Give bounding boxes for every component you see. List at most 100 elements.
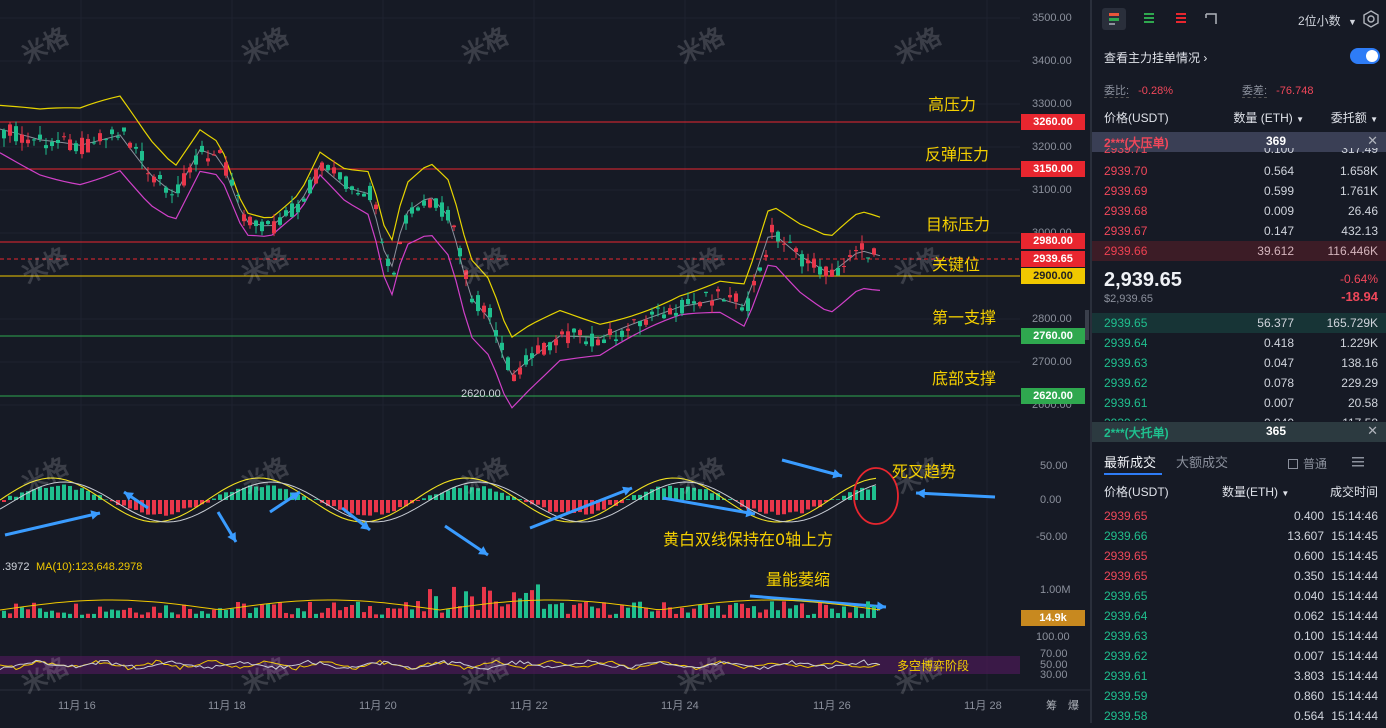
candle-body <box>482 306 486 313</box>
volume-bar <box>452 587 456 618</box>
candle-body <box>158 175 162 179</box>
macd-bar <box>800 500 804 513</box>
ask-row-partial[interactable]: 2939.71 0.100 317.49 <box>1104 148 1378 158</box>
candle-body <box>518 368 522 375</box>
macd-bar <box>152 500 156 514</box>
settings-button[interactable] <box>1362 10 1380 28</box>
candle-body <box>26 140 30 144</box>
macd-bar <box>872 486 876 500</box>
header-qty[interactable]: 数量 (ETH) ▼ <box>1214 108 1304 130</box>
macd-bar <box>284 489 288 500</box>
macd-bar <box>374 500 378 512</box>
header-total[interactable]: 委托额 ▼ <box>1331 108 1378 130</box>
close-icon[interactable]: ✕ <box>1367 423 1378 439</box>
date-label: 11月 18 <box>208 697 246 713</box>
volume-bar <box>650 611 654 618</box>
trade-qty: 0.007 <box>1254 646 1324 666</box>
normal-filter[interactable]: 普通 <box>1288 455 1327 472</box>
candle-body <box>680 300 684 313</box>
volume-bar <box>128 608 132 618</box>
decimals-select[interactable]: 2位小数 ▼ <box>1298 12 1357 29</box>
candle-body <box>578 330 582 335</box>
macd-bar <box>416 500 420 501</box>
candlestick-chart[interactable] <box>0 0 1090 723</box>
tab-large-trades[interactable]: 大额成交 <box>1176 452 1228 471</box>
chart-area[interactable]: 米格米格米格米格米格米格米格米格米格米格米格米格米格米格米格米格米格米格米格米格… <box>0 0 1090 723</box>
macd-bar <box>338 500 342 510</box>
candle-body <box>296 204 300 212</box>
volume-bar <box>398 608 402 618</box>
candle-body <box>554 339 558 345</box>
candle-body <box>620 331 624 337</box>
volume-bar <box>38 608 42 618</box>
macd-bar <box>2 500 6 502</box>
macd-bar <box>806 500 810 509</box>
chips-button[interactable]: 筹 <box>1046 697 1057 713</box>
candle-body <box>332 167 336 173</box>
volume-bar <box>602 602 606 618</box>
volume-bar <box>764 610 768 618</box>
checkbox-icon[interactable] <box>1288 459 1298 469</box>
candle-body <box>398 242 402 244</box>
trade-time: 15:14:45 <box>1331 546 1378 566</box>
trade-price: 2939.65 <box>1104 566 1147 586</box>
layout-both-button[interactable] <box>1102 8 1126 30</box>
price-tag: 2620.00 <box>1021 388 1085 404</box>
volume-bar <box>860 614 864 618</box>
candle-body <box>56 140 60 143</box>
macd-note-above-zero: 黄白双线保持在0轴上方 <box>663 526 833 550</box>
macd-bar <box>392 500 396 511</box>
main-orders-toggle[interactable] <box>1350 48 1380 64</box>
expand-button[interactable] <box>1200 8 1222 30</box>
trade-header-qty[interactable]: 数量(ETH) ▼ <box>1222 482 1289 504</box>
bid-price: 2939.65 <box>1104 313 1147 333</box>
volume-ma-label: MA(10):123,648.2978 <box>36 561 142 573</box>
tab-latest-trades[interactable]: 最新成交 <box>1104 452 1156 471</box>
close-icon[interactable]: ✕ <box>1367 133 1378 149</box>
macd-bar <box>692 488 696 500</box>
trade-header-price: 价格(USDT) <box>1104 482 1169 502</box>
volume-bar <box>266 604 270 618</box>
trade-time: 15:14:44 <box>1331 606 1378 626</box>
macd-bar <box>566 500 570 513</box>
volume-bar <box>644 608 648 618</box>
price-tag: 2980.00 <box>1021 233 1085 249</box>
main-orders-link[interactable]: 查看主力挂单情况 › <box>1104 49 1207 66</box>
layout-both-icon <box>1102 8 1126 30</box>
candle-body <box>20 135 24 143</box>
macd-bar <box>254 487 258 500</box>
volume-bar <box>560 603 564 618</box>
candle-body <box>266 221 270 224</box>
bid-row-partial[interactable]: 2939.60 0.040 117.58 <box>1104 413 1378 421</box>
layout-asks-button[interactable] <box>1170 8 1192 30</box>
candle-body <box>446 210 450 220</box>
macd-bar <box>710 493 714 500</box>
volume-bar <box>704 605 708 618</box>
bid-ratio-value: -0.28% <box>1138 85 1173 97</box>
macd-bar <box>554 500 558 512</box>
volume-bar <box>8 613 12 618</box>
macd-bar <box>836 499 840 500</box>
candle-body <box>212 154 216 155</box>
volume-bar <box>620 605 624 618</box>
volume-bar <box>164 605 168 618</box>
liquidation-button[interactable]: 爆 <box>1068 697 1079 713</box>
volume-bar <box>836 613 840 618</box>
more-button[interactable] <box>1350 453 1368 469</box>
price-axis-label: 3200.00 <box>1032 141 1072 153</box>
big-bid-row[interactable]: 2***(大托单) 365 ✕ <box>1092 422 1386 442</box>
macd-bar <box>182 500 186 508</box>
volume-note: 量能萎缩 <box>766 566 830 590</box>
layout-bids-button[interactable] <box>1138 8 1160 30</box>
candle-body <box>452 226 456 228</box>
macd-bar <box>44 488 48 500</box>
